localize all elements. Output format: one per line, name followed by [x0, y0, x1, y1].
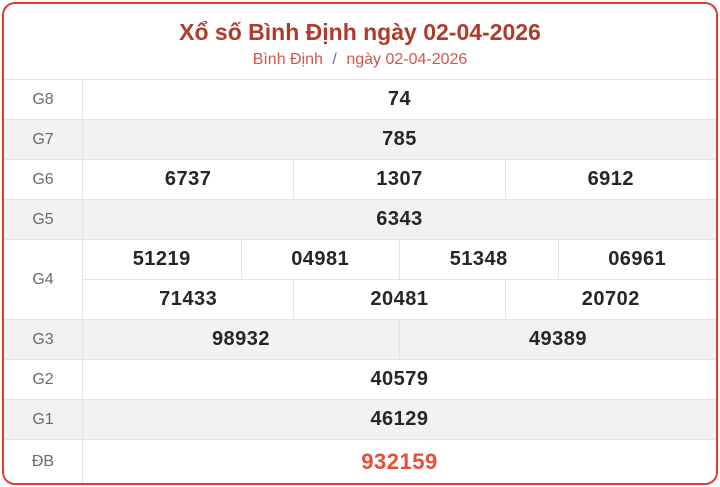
prize-row-g4: G4 51219 04981 51348 06961 71433 20481 2… — [4, 239, 716, 319]
prize-label-g3: G3 — [4, 320, 83, 359]
prize-row-db: ĐB 932159 — [4, 439, 716, 483]
prize-number: 46129 — [370, 408, 429, 430]
prize-row-g2: G2 40579 — [4, 359, 716, 399]
prize-number: 6737 — [164, 168, 212, 190]
prize-row-g5: G5 6343 — [4, 199, 716, 239]
prize-number: 40579 — [370, 368, 429, 390]
prize-number: 51219 — [132, 248, 191, 270]
prize-number: 20702 — [504, 280, 716, 319]
prize-number: 6912 — [504, 160, 716, 199]
header: Xổ số Bình Định ngày 02-04-2026 Bình Địn… — [4, 4, 716, 79]
prize-number: 20481 — [293, 280, 504, 319]
prize-label-g7: G7 — [4, 120, 83, 159]
prize-number: 06961 — [557, 240, 717, 279]
prize-number: 1307 — [293, 160, 504, 199]
breadcrumb-separator: / — [332, 51, 337, 69]
prize-number: 71433 — [159, 288, 218, 310]
prize-number: 74 — [387, 88, 412, 110]
prize-number: 6343 — [376, 208, 423, 230]
prize-number: 49389 — [399, 320, 716, 359]
prize-label-g5: G5 — [4, 200, 83, 239]
special-prize-number: 932159 — [361, 448, 438, 474]
breadcrumb-province[interactable]: Bình Định — [252, 51, 323, 69]
prize-row-g3: G3 98932 49389 — [4, 319, 716, 359]
breadcrumb-date[interactable]: ngày 02-04-2026 — [346, 51, 468, 69]
prize-row-g1: G1 46129 — [4, 399, 716, 439]
prize-number: 04981 — [240, 240, 400, 279]
prize-label-g1: G1 — [4, 400, 83, 439]
prize-label-g4: G4 — [4, 240, 83, 319]
prize-row-g8: G8 74 — [4, 80, 716, 119]
prize-number: 98932 — [211, 328, 271, 350]
prize-table: G8 74 G7 785 G6 6737 1307 6912 — [4, 79, 716, 483]
page-title: Xổ số Bình Định ngày 02-04-2026 — [179, 18, 541, 45]
prize-number: 51348 — [399, 240, 558, 279]
prize-label-db: ĐB — [4, 440, 83, 483]
prize-number: 785 — [382, 128, 417, 150]
prize-label-g8: G8 — [4, 80, 83, 119]
breadcrumb: Bình Định / ngày 02-04-2026 — [253, 51, 468, 69]
prize-row-g6: G6 6737 1307 6912 — [4, 159, 716, 199]
prize-row-g7: G7 785 — [4, 119, 716, 159]
prize-label-g6: G6 — [4, 160, 83, 199]
prize-label-g2: G2 — [4, 360, 83, 399]
